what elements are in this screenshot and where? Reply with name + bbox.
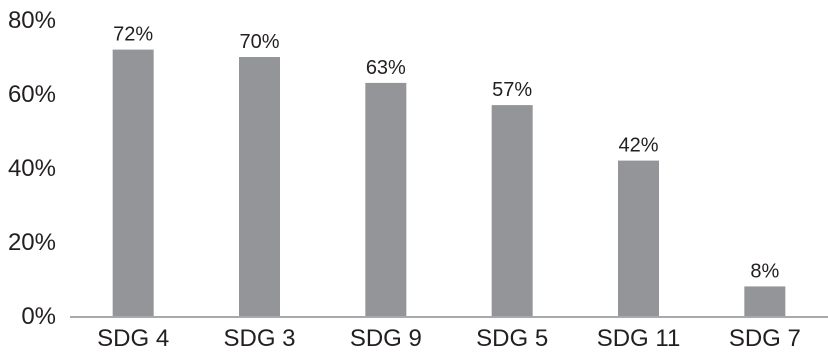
data-label: 63% xyxy=(366,57,406,79)
y-tick-label: 0% xyxy=(21,303,56,330)
x-tick-label: SDG 11 xyxy=(597,325,681,352)
x-tick-label: SDG 5 xyxy=(476,325,548,352)
x-tick-label: SDG 3 xyxy=(223,325,295,352)
y-tick-label: 80% xyxy=(8,7,56,34)
bar xyxy=(365,82,407,317)
data-label: 57% xyxy=(492,79,532,101)
y-tick-label: 20% xyxy=(8,229,56,256)
data-label: 70% xyxy=(239,31,279,53)
bars xyxy=(112,49,786,317)
bar xyxy=(239,57,280,316)
bar xyxy=(491,105,533,316)
data-labels: 72% 70% 63% 57% 42% 8% xyxy=(113,24,779,283)
x-tick-label: SDG 9 xyxy=(350,325,422,352)
data-label: 72% xyxy=(113,24,153,46)
x-tick-label: SDG 7 xyxy=(729,325,801,352)
y-axis-ticks: 0% 20% 40% 60% 80% xyxy=(8,7,56,330)
x-axis-ticks: SDG 4 SDG 3 SDG 9 SDG 5 SDG 11 SDG 7 xyxy=(97,325,801,352)
data-label: 42% xyxy=(618,135,658,157)
y-tick-label: 40% xyxy=(8,155,56,182)
bar xyxy=(112,49,154,316)
y-tick-label: 60% xyxy=(8,81,56,108)
x-tick-label: SDG 4 xyxy=(97,325,169,352)
bar xyxy=(744,286,786,316)
data-label: 8% xyxy=(750,260,779,282)
bar xyxy=(618,160,659,316)
